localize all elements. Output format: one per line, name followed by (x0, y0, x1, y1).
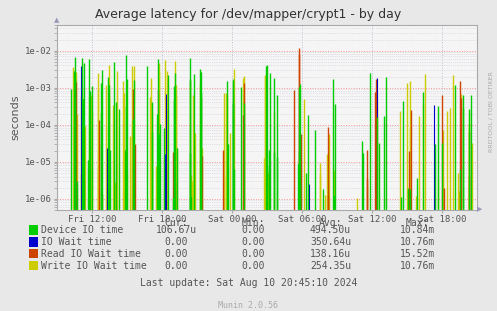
Text: Munin 2.0.56: Munin 2.0.56 (219, 301, 278, 310)
Text: Min:: Min: (242, 218, 265, 228)
Text: 0.00: 0.00 (165, 261, 188, 271)
Text: Device IO time: Device IO time (41, 225, 123, 235)
Y-axis label: seconds: seconds (10, 95, 20, 140)
Text: 15.52m: 15.52m (400, 249, 435, 259)
Text: 0.00: 0.00 (165, 237, 188, 247)
Text: 10.76m: 10.76m (400, 237, 435, 247)
Text: 10.84m: 10.84m (400, 225, 435, 235)
Text: Read IO Wait time: Read IO Wait time (41, 249, 141, 259)
Text: 0.00: 0.00 (242, 261, 265, 271)
Text: ▲: ▲ (55, 17, 60, 23)
Text: 350.64u: 350.64u (310, 237, 351, 247)
Text: 0.00: 0.00 (165, 249, 188, 259)
Text: 0.00: 0.00 (242, 249, 265, 259)
Text: Max:: Max: (406, 218, 429, 228)
Text: ▶: ▶ (477, 206, 483, 212)
Text: RRDTOOL / TOBI OETIKER: RRDTOOL / TOBI OETIKER (488, 72, 493, 152)
Text: Avg:: Avg: (319, 218, 342, 228)
Text: 0.00: 0.00 (242, 225, 265, 235)
Text: 10.76m: 10.76m (400, 261, 435, 271)
Text: Write IO Wait time: Write IO Wait time (41, 261, 147, 271)
Text: Cur:: Cur: (165, 218, 188, 228)
Text: IO Wait time: IO Wait time (41, 237, 111, 247)
Text: 254.35u: 254.35u (310, 261, 351, 271)
Text: 494.50u: 494.50u (310, 225, 351, 235)
Text: 138.16u: 138.16u (310, 249, 351, 259)
Text: Average latency for /dev/mapper/crypt1 - by day: Average latency for /dev/mapper/crypt1 -… (95, 8, 402, 21)
Text: 0.00: 0.00 (242, 237, 265, 247)
Text: Last update: Sat Aug 10 20:45:10 2024: Last update: Sat Aug 10 20:45:10 2024 (140, 278, 357, 288)
Text: 106.67u: 106.67u (156, 225, 197, 235)
